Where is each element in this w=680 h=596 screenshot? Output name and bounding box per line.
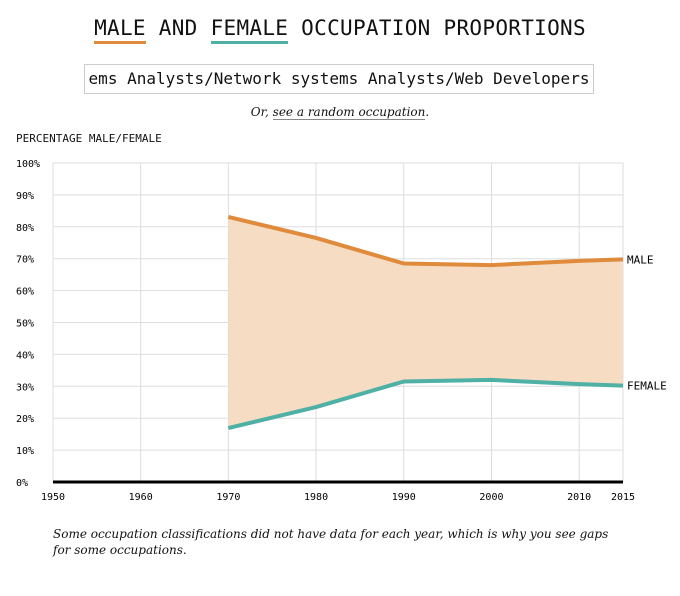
y-tick-label: 30% — [16, 382, 34, 393]
x-tick-label: 1970 — [216, 492, 240, 503]
title-rest: OCCUPATION PROPORTIONS — [288, 16, 586, 40]
page-title: MALE AND FEMALE OCCUPATION PROPORTIONS — [0, 16, 680, 44]
y-tick-label: 40% — [16, 350, 34, 361]
y-tick-label: 90% — [16, 191, 34, 202]
y-tick-label: 60% — [16, 287, 34, 298]
title-male: MALE — [94, 16, 146, 44]
gap-area — [228, 216, 623, 429]
y-axis-label: PERCENTAGE MALE/FEMALE — [16, 132, 162, 145]
random-line: Or, see a random occupation. — [0, 105, 680, 120]
y-tick-label: 20% — [16, 414, 34, 425]
title-and: AND — [145, 16, 211, 40]
x-tick-label: 2000 — [479, 492, 503, 503]
footnote: Some occupation classifications did not … — [53, 527, 609, 557]
x-tick-label: 1990 — [392, 492, 416, 503]
x-tick-label: 1960 — [129, 492, 153, 503]
y-tick-label: 10% — [16, 446, 34, 457]
series-label: MALE — [627, 253, 654, 266]
occupation-input[interactable]: ems Analysts/Network systems Analysts/We… — [84, 64, 594, 94]
x-tick-label: 1980 — [304, 492, 328, 503]
x-tick-label: 1950 — [41, 492, 65, 503]
x-tick-label: 2015 — [611, 492, 635, 503]
y-tick-label: 80% — [16, 223, 34, 234]
chart: 0% 10% 20% 30% 40% 50% 60% 70% 80% 90% 100% 1950 196… — [16, 159, 667, 503]
y-tick-label: 0% — [16, 478, 28, 489]
random-suffix: . — [425, 105, 430, 119]
female-line — [227, 377, 624, 431]
male-line — [227, 214, 624, 268]
y-tick-label: 50% — [16, 319, 34, 330]
series-label: FEMALE — [627, 380, 667, 393]
y-tick-label: 100% — [16, 159, 40, 170]
y-tick-label: 70% — [16, 255, 34, 266]
random-occupation-link[interactable]: see a random occupation — [272, 105, 426, 120]
random-prefix: Or, — [250, 105, 273, 119]
title-female: FEMALE — [210, 16, 289, 44]
x-tick-label: 2010 — [567, 492, 591, 503]
